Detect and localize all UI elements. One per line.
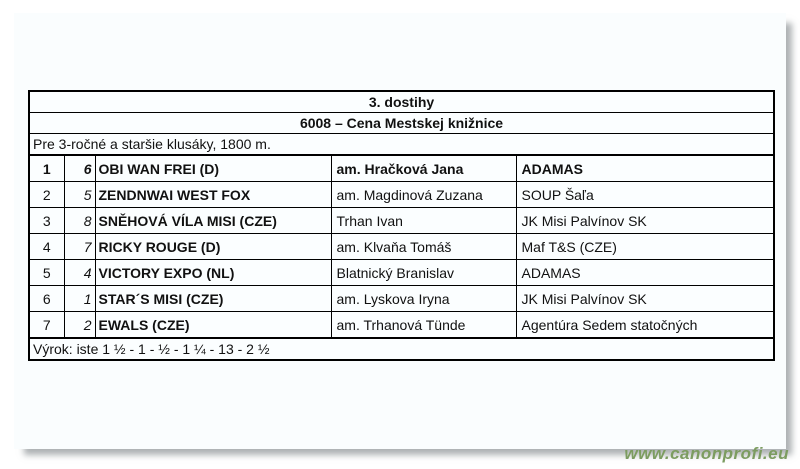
stable-cell: JK Misi Palvínov SK <box>515 285 775 312</box>
race-conditions: Pre 3-ročné a staršie klusáky, 1800 m. <box>29 133 775 156</box>
start-number-cell: 4 <box>63 259 96 286</box>
table-row: 2 5 ZENDNWAI WEST FOX am. Magdinová Zuza… <box>28 181 775 208</box>
start-number-cell: 8 <box>63 207 96 234</box>
stable-cell: Maf T&S (CZE) <box>515 233 775 260</box>
start-number-cell: 7 <box>63 233 96 260</box>
race-name: 6008 – Cena Mestskej knižnice <box>29 112 775 134</box>
place-cell: 2 <box>28 181 65 208</box>
horse-name-cell: STAR´S MISI (CZE) <box>94 285 332 312</box>
start-number-cell: 6 <box>63 154 96 182</box>
race-name-row: 6008 – Cena Mestskej knižnice <box>29 112 775 134</box>
driver-cell: am. Hračková Jana <box>330 154 517 182</box>
stable-cell: JK Misi Palvínov SK <box>515 207 775 234</box>
verdict-text: Výrok: iste 1 ½ - 1 - ½ - 1 ¼ - 13 - 2 ½ <box>29 337 775 360</box>
start-number-cell: 1 <box>63 285 96 312</box>
driver-cell: am. Lyskova Iryna <box>330 285 517 312</box>
stable-cell: ADAMAS <box>515 154 775 182</box>
driver-cell: Blatnický Branislav <box>330 259 517 286</box>
driver-cell: am. Magdinová Zuzana <box>330 181 517 208</box>
place-cell: 1 <box>28 154 65 182</box>
horse-name-cell: RICKY ROUGE (D) <box>94 233 332 260</box>
horse-name-cell: VICTORY EXPO (NL) <box>94 259 332 286</box>
horse-name-cell: EWALS (CZE) <box>94 311 332 339</box>
start-number-cell: 5 <box>63 181 96 208</box>
results-body: 1 6 OBI WAN FREI (D) am. Hračková Jana A… <box>28 154 775 339</box>
start-number-cell: 2 <box>63 311 96 339</box>
driver-cell: Trhan Ivan <box>330 207 517 234</box>
table-row: 4 7 RICKY ROUGE (D) am. Klvaňa Tomáš Maf… <box>28 233 775 260</box>
verdict-row: Výrok: iste 1 ½ - 1 - ½ - 1 ¼ - 13 - 2 ½ <box>29 337 775 360</box>
horse-name-cell: OBI WAN FREI (D) <box>94 154 332 182</box>
stable-cell: Agentúra Sedem statočných <box>515 311 775 339</box>
place-cell: 3 <box>28 207 65 234</box>
place-cell: 4 <box>28 233 65 260</box>
table-row: 3 8 SNĚHOVÁ VÍLA MISI (CZE) Trhan Ivan J… <box>28 207 775 234</box>
horse-name-cell: SNĚHOVÁ VÍLA MISI (CZE) <box>94 207 332 234</box>
scanned-page: 3. dostihy 6008 – Cena Mestskej knižnice… <box>14 13 786 449</box>
race-results-table: 3. dostihy 6008 – Cena Mestskej knižnice… <box>28 90 776 361</box>
race-number-row: 3. dostihy <box>29 91 775 113</box>
watermark-text: www.canonprofi.eu <box>624 444 789 463</box>
driver-cell: am. Trhanová Tünde <box>330 311 517 339</box>
table-row: 7 2 EWALS (CZE) am. Trhanová Tünde Agent… <box>28 311 775 339</box>
table-row: 5 4 VICTORY EXPO (NL) Blatnický Branisla… <box>28 259 775 286</box>
horse-name-cell: ZENDNWAI WEST FOX <box>94 181 332 208</box>
place-cell: 7 <box>28 311 65 339</box>
race-number-title: 3. dostihy <box>29 91 775 113</box>
place-cell: 6 <box>28 285 65 312</box>
table-row: 6 1 STAR´S MISI (CZE) am. Lyskova Iryna … <box>28 285 775 312</box>
driver-cell: am. Klvaňa Tomáš <box>330 233 517 260</box>
stable-cell: ADAMAS <box>515 259 775 286</box>
table-row: 1 6 OBI WAN FREI (D) am. Hračková Jana A… <box>28 154 775 182</box>
stable-cell: SOUP Šaľa <box>515 181 775 208</box>
race-conditions-row: Pre 3-ročné a staršie klusáky, 1800 m. <box>29 133 775 156</box>
place-cell: 5 <box>28 259 65 286</box>
